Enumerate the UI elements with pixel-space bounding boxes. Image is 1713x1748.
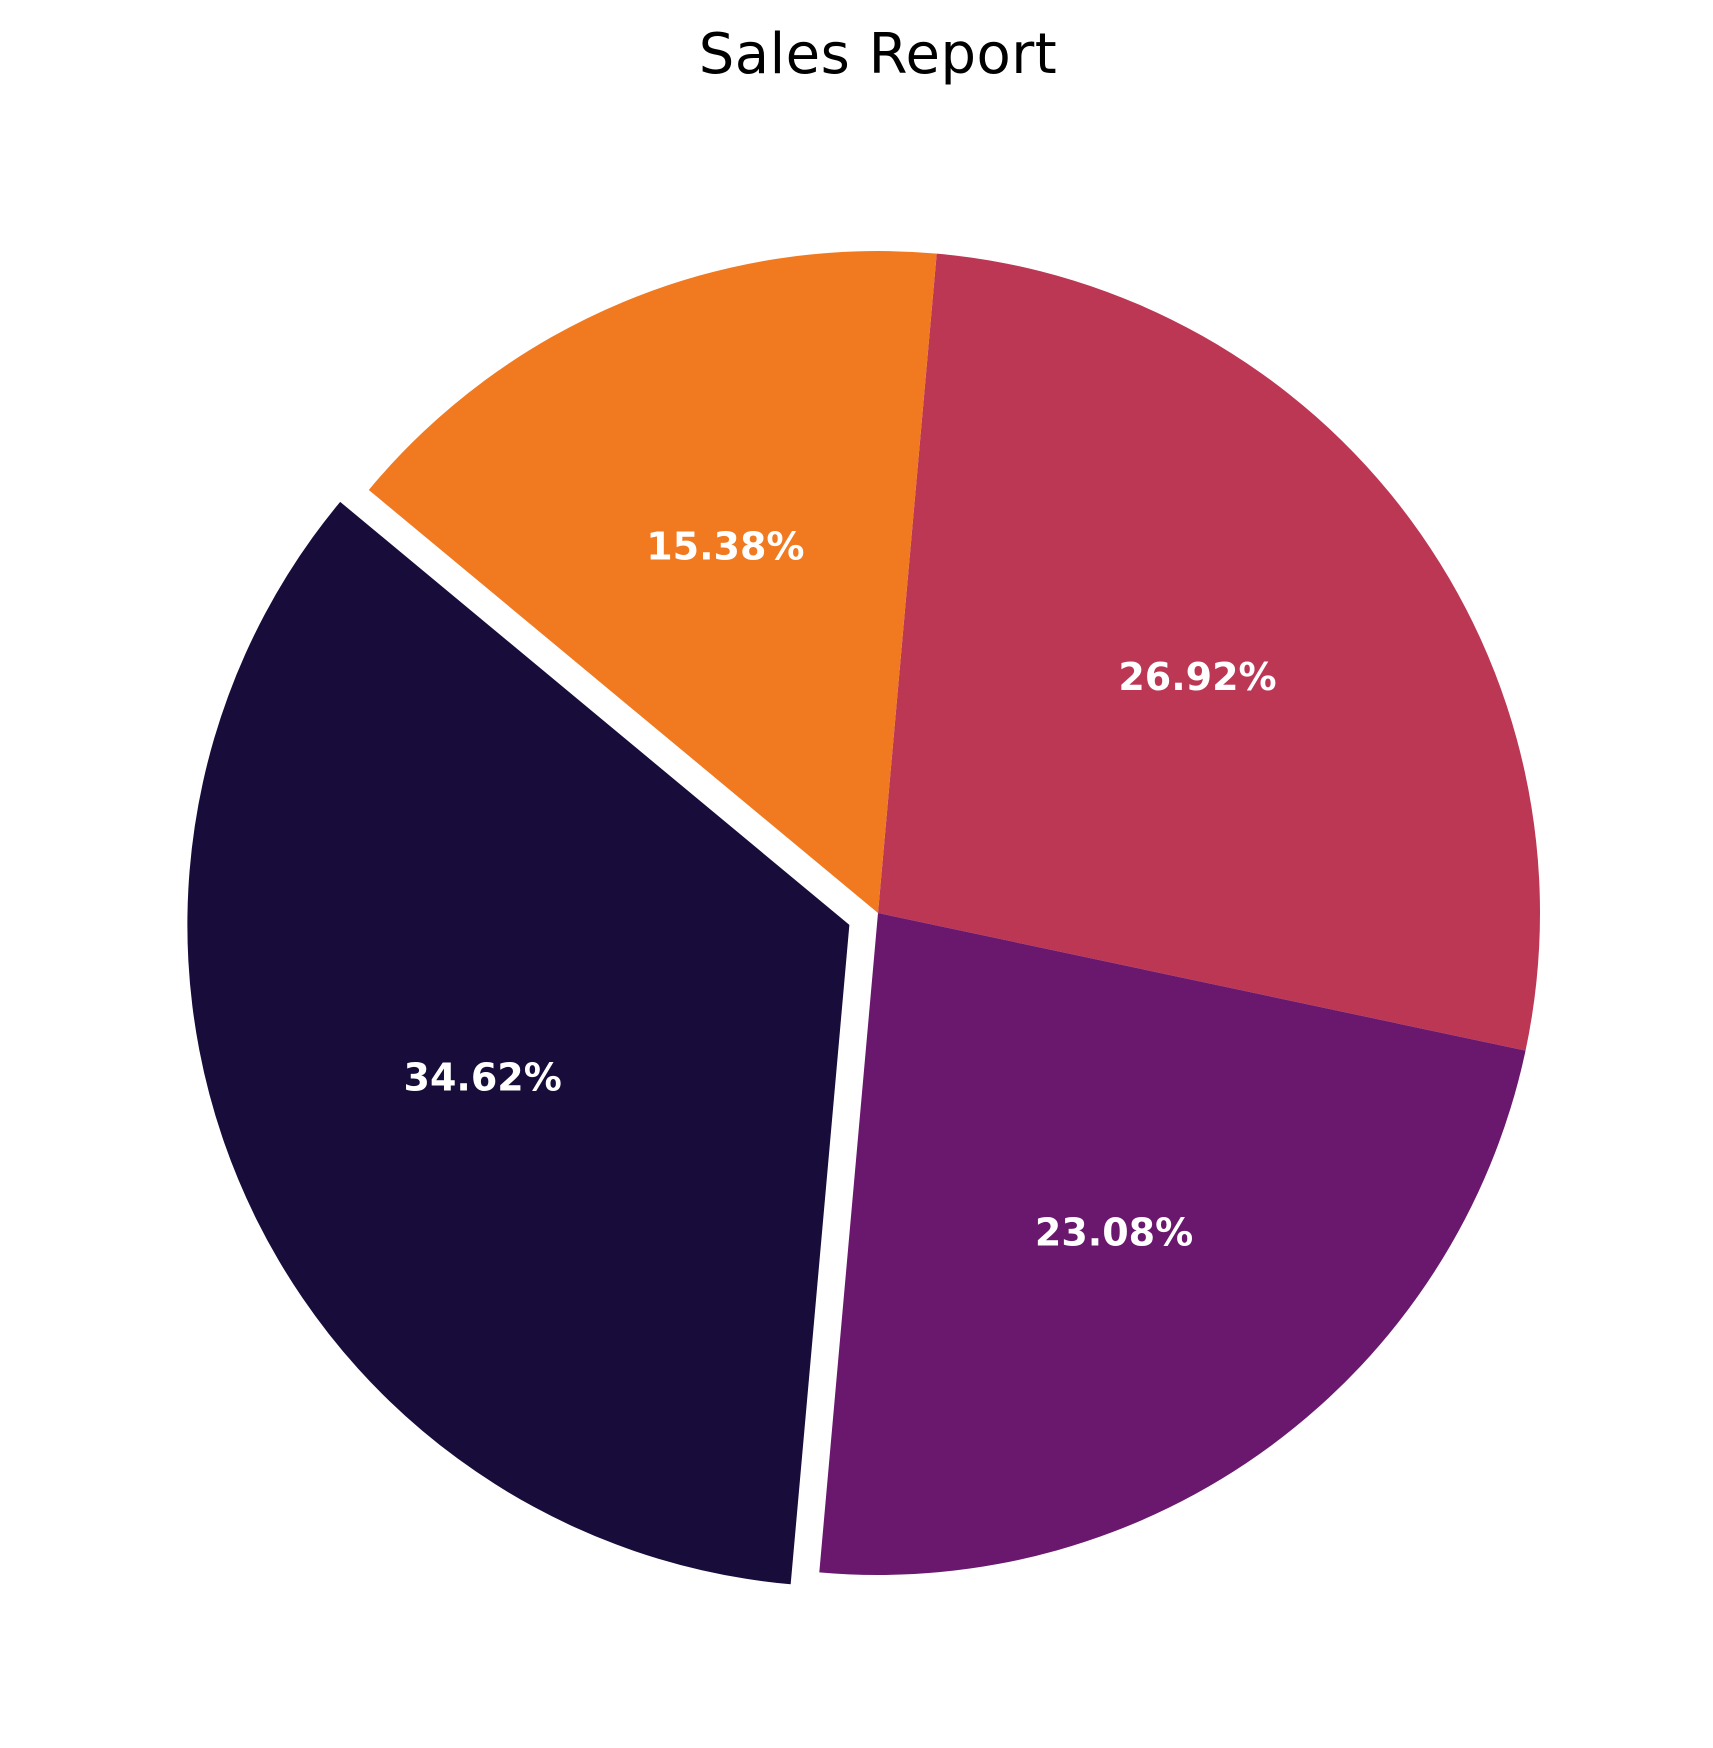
pie-slices [187, 250, 1540, 1585]
pie-slice-label-3: 34.62% [404, 1056, 562, 1100]
pie-labels: 26.92% 15.38% 34.62% 23.08% [404, 524, 1277, 1254]
pie-slice-2 [368, 250, 937, 913]
pie-slice-3 [187, 501, 850, 1585]
pie-slice-1 [878, 253, 1540, 1051]
chart-title: Sales Report [698, 22, 1058, 87]
pie-slice-4 [819, 913, 1526, 1575]
pie-slice-label-4: 23.08% [1035, 1210, 1193, 1254]
pie-slice-label-2: 15.38% [646, 524, 804, 568]
pie-slice-label-1: 26.92% [1118, 655, 1276, 699]
